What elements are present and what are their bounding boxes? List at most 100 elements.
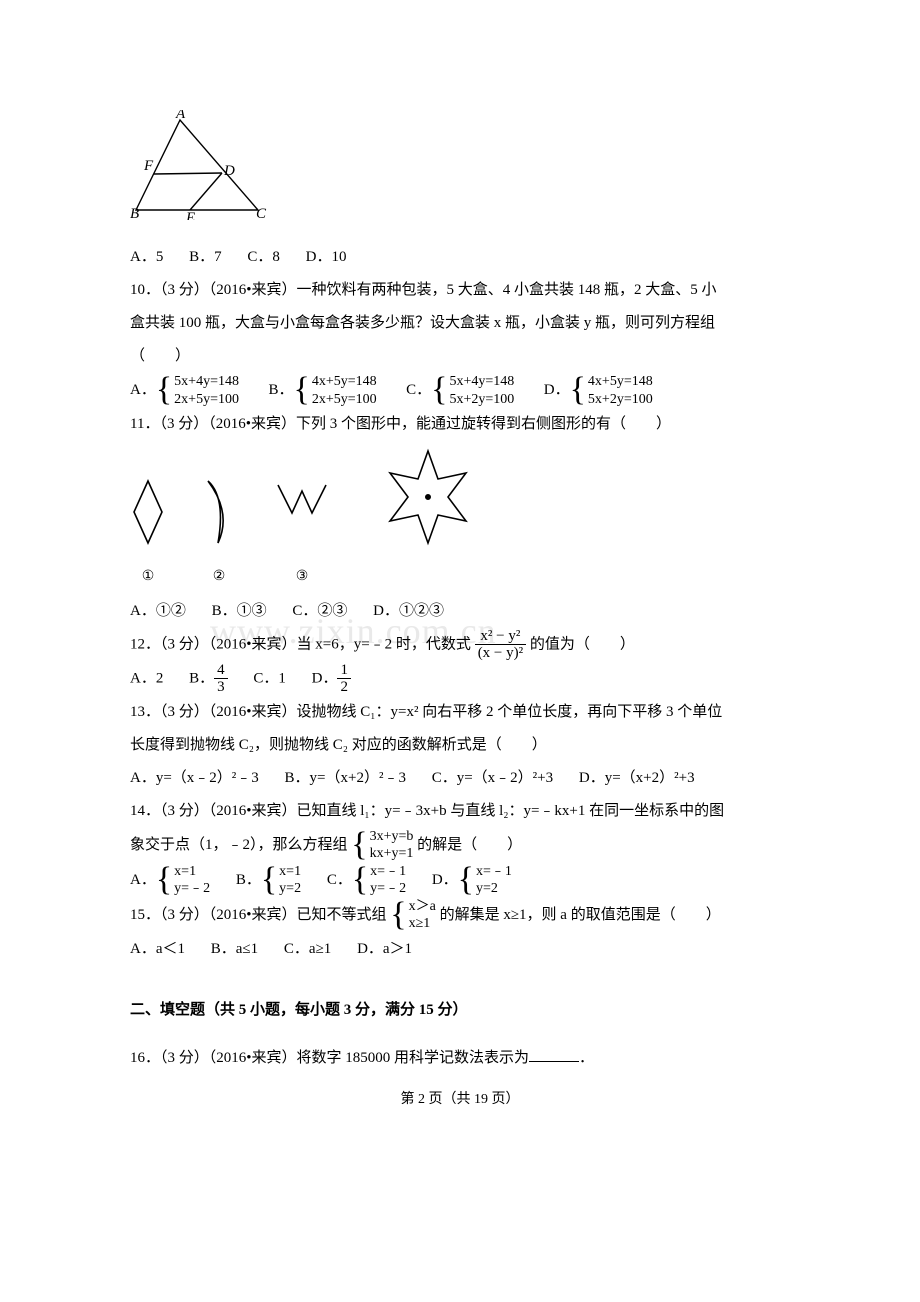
q10-options: A．{5x+4y=1482x+5y=100 B．{4x+5y=1482x+5y=…	[130, 373, 790, 408]
q12-options: A．2 B．43 C．1 D．12	[130, 662, 790, 696]
q9-opt-c: C．8	[247, 249, 280, 265]
q14-d-2: y=2	[476, 880, 512, 898]
svg-text:A: A	[175, 110, 186, 122]
q10-a-line1: 5x+4y=148	[174, 373, 239, 391]
q10-b-line1: 4x+5y=148	[312, 373, 377, 391]
q11-opt-a: A．①②	[130, 603, 186, 619]
q13-opt-a: A．y=（x﹣2）²﹣3	[130, 770, 259, 786]
q12-stem: 12．（3 分）（2016•来宾）当 x=6，y=﹣2 时，代数式 x² − y…	[130, 628, 790, 662]
section2-title: 二、填空题（共 5 小题，每小题 3 分，满分 15 分）	[130, 994, 790, 1027]
q12-stem-b: 的值为（ ）	[530, 636, 635, 652]
q14-c-1: x=﹣1	[370, 863, 406, 881]
q10-c-line1: 5x+4y=148	[449, 373, 514, 391]
q15-options: A．a＜1 B．a≤1 C．a≥1 D．a＞1	[130, 933, 790, 966]
q10-stem-b: 盒共装 100 瓶，大盒与小盒每盒各装多少瓶？设大盒装 x 瓶，小盒装 y 瓶，…	[130, 307, 790, 340]
svg-text:C: C	[256, 206, 267, 220]
q10-stem-a: 10．（3 分）（2016•来宾）一种饮料有两种包装，5 大盒、4 小盒共装 1…	[130, 274, 790, 307]
q15-stem-pre: 15．（3 分）（2016•来宾）已知不等式组	[130, 907, 387, 923]
q12-frac-d-den: 2	[337, 679, 351, 696]
q11-fig-3: ③	[272, 477, 332, 593]
q11-label-1: ①	[130, 562, 166, 593]
q11-opt-d: D．①②③	[373, 603, 444, 619]
q10-d-line2: 5x+2y=100	[588, 391, 653, 409]
q14-sys-b: {x=1y=2	[261, 863, 301, 898]
svg-text:F: F	[143, 158, 154, 174]
q14-stem-a: 14．（3 分）（2016•来宾）已知直线 l₁：y=﹣3x+b 与直线 l₂：…	[130, 795, 790, 828]
q14-d-1: x=﹣1	[476, 863, 512, 881]
q12-opt-d-label: D．	[312, 670, 338, 686]
page-footer: 第 2 页（共 19 页）	[130, 1085, 790, 1116]
q13-opt-d: D．y=（x+2）²+3	[579, 770, 695, 786]
q9-options: A．5 B．7 C．8 D．10	[130, 241, 790, 274]
q14-sys-c: {x=﹣1y=﹣2	[352, 863, 406, 898]
q14-msys-1: 3x+y=b	[370, 828, 414, 846]
q11-opt-c: C．②③	[292, 603, 347, 619]
q12-expr-den: (x − y)²	[475, 645, 526, 662]
q14-stem-b-post: 的解是（ ）	[417, 837, 522, 853]
q14-b-2: y=2	[279, 880, 301, 898]
q9-opt-b: B．7	[189, 249, 222, 265]
q15-opt-a: A．a＜1	[130, 941, 185, 957]
q14-sys-d: {x=﹣1y=2	[458, 863, 512, 898]
q16-stem-text: 16．（3 分）（2016•来宾）将数字 185000 用科学记数法表示为	[130, 1050, 529, 1066]
q12-opt-b-label: B．	[189, 670, 214, 686]
q10-stem-c: （ ）	[130, 340, 790, 373]
q14-options: A．{x=1y=﹣2 B．{x=1y=2 C．{x=﹣1y=﹣2 D．{x=﹣1…	[130, 863, 790, 898]
q14-sys-a: {x=1y=﹣2	[156, 863, 210, 898]
q13-opt-b: B．y=（x+2）²﹣3	[285, 770, 406, 786]
q13-stem-a: 13．（3 分）（2016•来宾）设抛物线 C₁：y=x² 向右平移 2 个单位…	[130, 696, 790, 729]
q15-stem: 15．（3 分）（2016•来宾）已知不等式组 {x＞ax≥1 的解集是 x≥1…	[130, 898, 790, 933]
q10-b-line2: 2x+5y=100	[312, 391, 377, 409]
q11-fig-2: ②	[202, 477, 236, 593]
q11-figures: ① ② ③	[130, 447, 790, 593]
q14-stem-b: 象交于点（1，﹣2），那么方程组 {3x+y=bkx+y=1 的解是（ ）	[130, 828, 790, 863]
q13-options: A．y=（x﹣2）²﹣3 B．y=（x+2）²﹣3 C．y=（x﹣2）²+3 D…	[130, 762, 790, 795]
q10-sys-d: {4x+5y=1485x+2y=100	[570, 373, 653, 408]
q9-opt-a: A．5	[130, 249, 163, 265]
q11-label-2: ②	[202, 562, 236, 593]
q11-options: A．①② B．①③ C．②③ D．①②③	[130, 595, 790, 628]
q15-sys-1: x＞a	[409, 898, 436, 916]
q13-opt-c: C．y=（x﹣2）²+3	[432, 770, 553, 786]
svg-text:E: E	[185, 210, 195, 220]
q9-opt-d: D．10	[306, 249, 347, 265]
q14-b-1: x=1	[279, 863, 301, 881]
q14-a-1: x=1	[174, 863, 210, 881]
q12-opt-c: C．1	[253, 670, 286, 686]
q12-expr-num: x² − y²	[475, 628, 526, 646]
q10-sys-a: {5x+4y=1482x+5y=100	[156, 373, 239, 408]
q14-stem-b-pre: 象交于点（1，﹣2），那么方程组	[130, 837, 348, 853]
q16-blank	[529, 1046, 579, 1062]
q10-sys-b: {4x+5y=1482x+5y=100	[293, 373, 376, 408]
q14-msys-2: kx+y=1	[370, 845, 414, 863]
q16-stem: 16．（3 分）（2016•来宾）将数字 185000 用科学记数法表示为 ．	[130, 1042, 790, 1075]
svg-text:D: D	[223, 163, 235, 179]
q12-stem-a: 12．（3 分）（2016•来宾）当 x=6，y=﹣2 时，代数式	[130, 636, 471, 652]
q15-opt-c: C．a≥1	[284, 941, 331, 957]
svg-text:B: B	[130, 206, 139, 220]
q11-fig-1: ①	[130, 477, 166, 593]
q15-opt-d: D．a＞1	[357, 941, 412, 957]
q10-d-line1: 4x+5y=148	[588, 373, 653, 391]
q11-label-3: ③	[272, 562, 332, 593]
q12-frac-b-num: 4	[214, 662, 228, 680]
q14-main-sys: {3x+y=bkx+y=1	[351, 828, 413, 863]
q11-stem: 11．（3 分）（2016•来宾）下列 3 个图形中，能通过旋转得到右侧图形的有…	[130, 408, 790, 441]
q15-sys: {x＞ax≥1	[390, 898, 436, 933]
q15-opt-b: B．a≤1	[211, 941, 258, 957]
q12-frac-b-den: 3	[214, 679, 228, 696]
q12-frac-d: 12	[337, 662, 351, 696]
q12-frac-b: 43	[214, 662, 228, 696]
q14-a-2: y=﹣2	[174, 880, 210, 898]
q10-a-line2: 2x+5y=100	[174, 391, 239, 409]
q11-opt-b: B．①③	[212, 603, 267, 619]
q15-stem-post: 的解集是 x≥1，则 a 的取值范围是（ ）	[440, 907, 721, 923]
q16-tail: ．	[579, 1050, 594, 1066]
q15-sys-2: x≥1	[409, 915, 436, 933]
q12-frac-d-num: 1	[337, 662, 351, 680]
q12-opt-a: A．2	[130, 670, 163, 686]
q12-expr: x² − y²(x − y)²	[475, 628, 526, 662]
q10-sys-c: {5x+4y=1485x+2y=100	[431, 373, 514, 408]
q10-c-line2: 5x+2y=100	[449, 391, 514, 409]
q9-figure: A F D B E C	[130, 110, 790, 233]
